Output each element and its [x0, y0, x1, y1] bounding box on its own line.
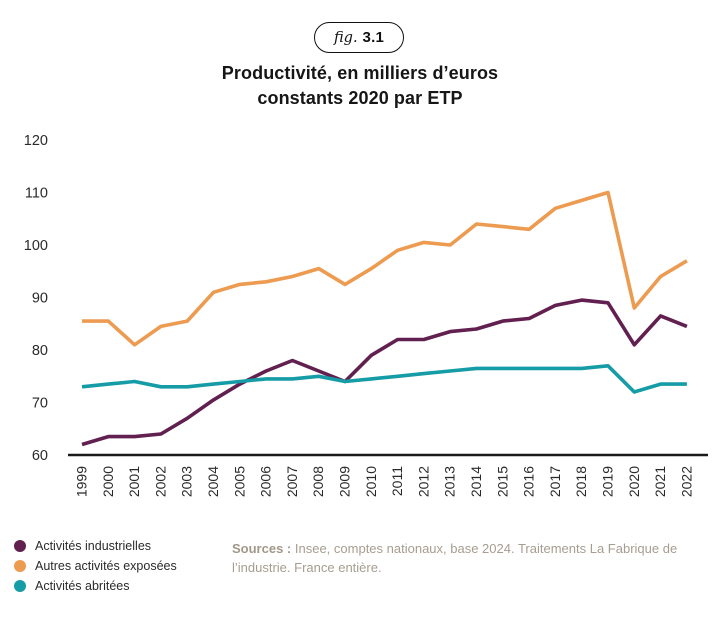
legend-item-2: Activités abritées: [14, 576, 177, 596]
x-axis-tick-label: 2022: [678, 466, 694, 497]
x-axis-tick-label: 2000: [100, 466, 116, 497]
legend-dot-icon: [14, 540, 26, 552]
x-axis-tick-label: 2011: [389, 466, 405, 496]
legend-label: Activités abritées: [35, 579, 130, 593]
chart-legend: Activités industrielles Autres activités …: [14, 536, 177, 596]
x-axis-tick-label: 2017: [547, 466, 563, 497]
legend-label: Activités industrielles: [35, 539, 152, 553]
series-line-1: [82, 190, 688, 347]
legend-label: Autres activités exposées: [35, 559, 177, 573]
y-axis-tick-label: 120: [24, 133, 48, 149]
legend-dot-icon: [14, 560, 26, 572]
chart-title: Productivité, en milliers d’euros constan…: [0, 61, 720, 111]
x-axis-tick-label: 2007: [284, 466, 300, 497]
y-axis-tick-label: 60: [32, 448, 48, 464]
x-axis-tick-label: 2008: [310, 466, 326, 497]
x-axis-tick-label: 2012: [415, 466, 431, 497]
legend-dot-icon: [14, 580, 26, 592]
x-axis-tick-label: 2021: [652, 466, 668, 497]
x-axis-tick-label: 2004: [205, 466, 221, 497]
figure-badge: fig. 3.1: [314, 22, 404, 53]
chart-title-line2: constants 2020 par ETP: [257, 88, 463, 108]
x-axis-tick-label: 2020: [626, 466, 642, 497]
x-axis-tick-label: 2016: [521, 466, 537, 497]
x-axis-tick-label: 1999: [74, 466, 90, 497]
chart-canvas: 60 70 80 90 100 110 120 1999 2000 2001 2002 2003 200…: [24, 133, 708, 497]
legend-item-1: Autres activités exposées: [14, 556, 177, 576]
figure-badge-number: 3.1: [362, 29, 384, 46]
x-axis-tick-label: 2014: [468, 466, 484, 497]
x-axis-tick-label: 2002: [152, 466, 168, 497]
x-axis-tick-label: 2019: [600, 466, 616, 497]
sources-text: Insee, comptes nationaux, base 2024. Tra…: [232, 541, 678, 575]
legend-item-0: Activités industrielles: [14, 536, 177, 556]
y-axis-tick-label: 90: [32, 291, 48, 307]
x-axis-tick-label: 2006: [258, 466, 274, 497]
y-axis-tick-label: 110: [25, 186, 48, 202]
y-axis-tick-label: 100: [24, 238, 48, 254]
sources-note: Sources : Insee, comptes nationaux, base…: [232, 539, 706, 577]
chart-title-line1: Productivité, en milliers d’euros: [221, 63, 499, 83]
x-axis-tick-label: 2010: [363, 466, 379, 497]
x-axis-tick-label: 2015: [494, 466, 510, 497]
x-axis-tick-label: 2003: [179, 466, 195, 497]
series-line-0: [81, 298, 688, 447]
x-axis-tick-label: 2009: [337, 466, 353, 497]
figure-badge-prefix: fig.: [333, 29, 358, 46]
x-axis-tick-label: 2018: [573, 466, 589, 497]
x-axis-tick-label: 2013: [442, 466, 458, 497]
line-chart: 60 70 80 90 100 110 120 1999 2000 2001 2002 2003 200…: [0, 128, 720, 520]
x-axis-tick-label: 2005: [231, 466, 247, 497]
y-axis-tick-label: 80: [32, 343, 48, 359]
sources-label: Sources :: [232, 541, 292, 556]
y-axis-tick-label: 70: [32, 396, 48, 412]
series-line-2: [81, 364, 687, 394]
x-axis-tick-label: 2001: [126, 466, 142, 497]
